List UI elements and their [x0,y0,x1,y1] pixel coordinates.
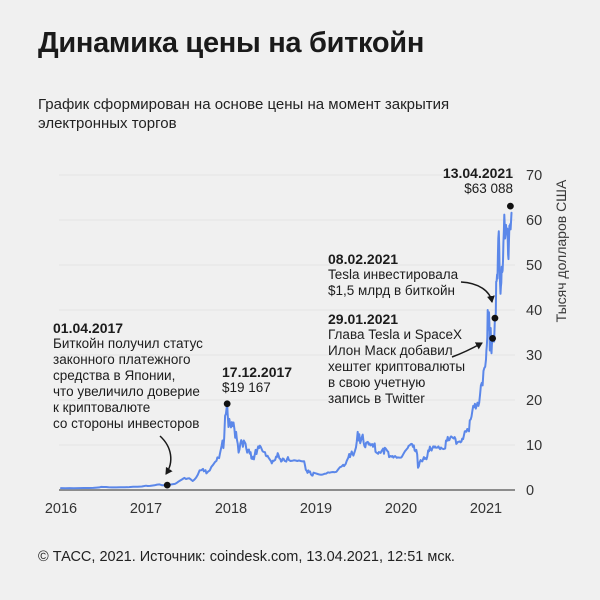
annotation-2017-peak: 17.12.2017 $19 167 [222,364,292,396]
x-tick-label: 2021 [470,501,502,517]
annotation-text: Глава Tesla и SpaceX Илон Маск добавил хеш… [328,327,466,406]
annotation-tesla-investment: 08.02.2021 Tesla инвестировала $1,5 млрд … [328,251,458,299]
source-note: © ТАСС, 2021. Источник: coindesk.com, 13… [38,549,455,565]
y-tick-label: 0 [526,483,534,499]
annotation-date: 01.04.2017 [53,320,124,336]
y-tick-label: 30 [526,348,542,364]
annotation-arrow [451,342,483,358]
x-tick-label: 2018 [215,501,247,517]
annotation-arrow [460,281,495,303]
y-tick-label: 70 [526,168,542,184]
annotation-dot [223,400,231,408]
annotation-dot [489,334,497,342]
annotation-date: 08.02.2021 [328,251,399,267]
annotation-text: Биткойн получил статус законного платежно… [53,336,203,431]
annotation-musk-twitter: 29.01.2021 Глава Tesla и SpaceX Илон Маск… [328,311,465,407]
y-tick-label: 40 [526,303,542,319]
annotation-date: 13.04.2021 [442,165,513,181]
price-line [60,211,513,490]
x-tick-label: 2019 [300,501,332,517]
annotation-date: 29.01.2021 [328,311,399,327]
annotation-dot [506,202,514,210]
x-tick-label: 2017 [130,501,162,517]
y-tick-label: 20 [526,393,542,409]
annotation-text: Tesla инвестировала $1,5 млрд в биткойн [328,267,459,298]
annotation-price: $19 167 [222,380,271,395]
annotation-price: $63 088 [464,181,513,196]
y-tick-label: 10 [526,438,542,454]
annotation-dot [491,314,499,322]
annotation-2021-peak: 13.04.2021 $63 088 [443,165,513,197]
y-axis-title: Тысяч долларов США [553,179,569,323]
page-title: Динамика цены на биткойн [38,27,425,59]
annotation-dot [163,481,171,489]
chart-subtitle: График сформирован на основе цены на мом… [38,96,450,132]
y-tick-label: 50 [526,258,542,274]
x-tick-label: 2016 [45,501,77,517]
annotation-date: 17.12.2017 [222,364,293,380]
annotation-japan-legal-status: 01.04.2017 Биткойн получил статус законно… [53,320,203,432]
y-tick-label: 60 [526,213,542,229]
annotation-arrow [159,435,173,475]
x-tick-label: 2020 [385,501,417,517]
